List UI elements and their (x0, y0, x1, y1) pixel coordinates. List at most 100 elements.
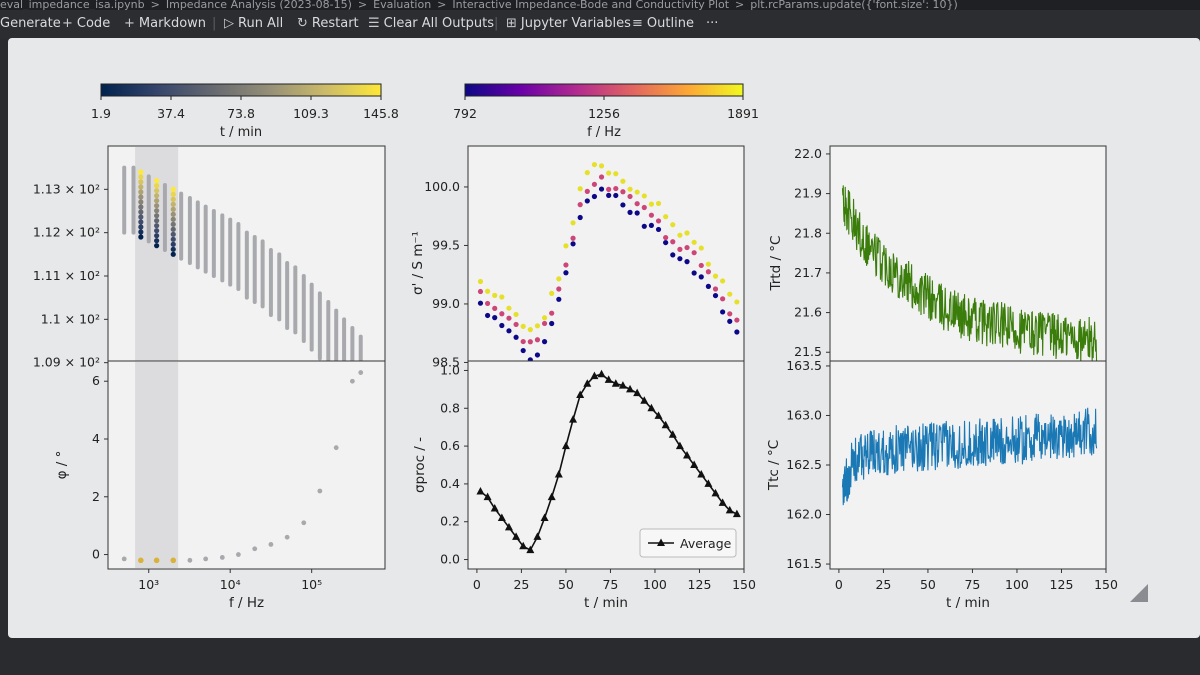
conductivity-point (484, 288, 491, 294)
x-tick-label: 50 (920, 577, 936, 592)
average-marker (618, 381, 627, 389)
average-marker (476, 486, 485, 495)
clear-outputs-button[interactable]: ☰ Clear All Outputs (368, 14, 494, 34)
cell-output: 1.9 37.4 73.8 109.3 145.8 t / min 792 1256 1891 f… (8, 38, 1200, 638)
conductivity-point (534, 323, 541, 329)
breadcrumb-item[interactable]: eval_impedance_isa.ipynb (0, 0, 145, 10)
impedance-point (170, 211, 176, 217)
conductivity-point (556, 296, 562, 302)
conductivity-point (499, 294, 505, 300)
conductivity-point (627, 186, 633, 192)
conductivity-point (698, 274, 704, 280)
y-tick-label: 1.1 × 10² (41, 311, 100, 326)
phase-point (121, 556, 127, 562)
average-marker (704, 479, 713, 487)
average-marker (697, 469, 706, 478)
average-marker (668, 430, 677, 438)
conductivity-point (727, 318, 733, 324)
conductivity-point (563, 243, 569, 249)
x-tick-label: 75 (602, 577, 618, 592)
conductivity-point (541, 315, 548, 321)
y-tick-label: 163.0 (786, 407, 822, 422)
average-marker (633, 388, 642, 397)
conductivity-point (663, 234, 669, 241)
phase-point (268, 542, 274, 547)
y-axis-label: σ' / S m⁻¹ (410, 231, 426, 295)
generate-button[interactable]: Generate (0, 14, 61, 34)
x-tick-label: 50 (558, 577, 574, 592)
y-axis-label: Ttc / °C (766, 440, 782, 491)
impedance-point (170, 231, 176, 237)
conductivity-point (598, 174, 605, 180)
impedance-point (138, 204, 144, 210)
average-marker (497, 513, 506, 521)
impedance-point (154, 178, 160, 184)
colorbar-tick-label: 73.8 (227, 106, 255, 121)
conductivity-point (655, 226, 662, 233)
conductivity-point (492, 292, 498, 298)
conductivity-point (727, 291, 733, 297)
conductivity-point (677, 256, 683, 262)
outline-button[interactable]: ≡ Outline (632, 14, 694, 34)
average-marker (626, 384, 635, 393)
conductivity-point (506, 315, 512, 321)
x-tick-label: 125 (688, 577, 712, 592)
conductivity-point (477, 300, 484, 306)
conductivity-point (577, 186, 583, 192)
more-actions-button[interactable]: ··· (706, 14, 718, 34)
run-all-button[interactable]: ▷ Run All (224, 14, 283, 34)
y-tick-label: 0.2 (440, 514, 460, 529)
phase-point (301, 520, 307, 526)
conductivity-point (663, 214, 669, 220)
impedance-point (170, 196, 176, 202)
phase-point (317, 488, 323, 494)
impedance-point (154, 228, 160, 234)
resize-grip-icon[interactable] (1130, 584, 1148, 602)
selection-band (135, 362, 179, 568)
conductivity-point (499, 322, 505, 329)
y-tick-label: 162.5 (786, 457, 822, 472)
notebook-toolbar: Generate + Code + Markdown | ▷ Run All ↻ Res… (0, 10, 1200, 38)
average-marker (683, 451, 692, 459)
conductivity-point (641, 193, 647, 199)
conductivity-point (520, 323, 526, 329)
average-marker (547, 492, 556, 501)
legend-marker (657, 538, 665, 546)
impedance-point (138, 234, 144, 240)
add-markdown-button[interactable]: + Markdown (124, 14, 206, 34)
jupyter-variables-button[interactable]: ⊞ Jupyter Variables (506, 14, 631, 34)
x-tick-label: 0 (473, 577, 481, 592)
y-tick-label: 0 (92, 547, 100, 562)
impedance-point (138, 174, 144, 180)
impedance-point (170, 236, 176, 242)
impedance-point (170, 191, 176, 197)
add-code-button[interactable]: + Code (62, 14, 110, 34)
legend-box (639, 528, 737, 558)
x-tick-label: 125 (1050, 577, 1074, 592)
toolbar-divider: | (494, 16, 499, 31)
conductivity-point (734, 329, 740, 335)
x-tick-label: 10⁵ (301, 577, 322, 592)
conductivity-point (620, 178, 626, 184)
phase-point (349, 378, 355, 384)
breadcrumb-item[interactable]: Impedance Analysis (2023-08-15) (165, 0, 352, 10)
run-all-label: Run All (238, 16, 284, 31)
restart-button[interactable]: ↻ Restart (297, 14, 359, 34)
x-axis-label: t / min (584, 595, 628, 611)
conductivity-point (691, 250, 697, 256)
breadcrumb-item[interactable]: plt.rcParams.update({'font.size': 10}) (750, 0, 958, 10)
breadcrumb-item[interactable]: Evaluation (373, 0, 432, 10)
conductivity-point (684, 259, 690, 265)
conductivity-point (670, 222, 676, 228)
average-marker (569, 415, 578, 423)
phase-point (153, 557, 160, 564)
toolbar-divider: | (212, 16, 217, 31)
colorbar-tick-label: 145.8 (363, 106, 399, 121)
breadcrumb-item[interactable]: Interactive Impedance-Bode and Conductiv… (452, 0, 730, 10)
ttrd-line (841, 185, 1098, 364)
conductivity-point (484, 300, 491, 307)
conductivity-point (556, 286, 562, 292)
average-marker (540, 513, 549, 521)
impedance-point (138, 199, 144, 205)
